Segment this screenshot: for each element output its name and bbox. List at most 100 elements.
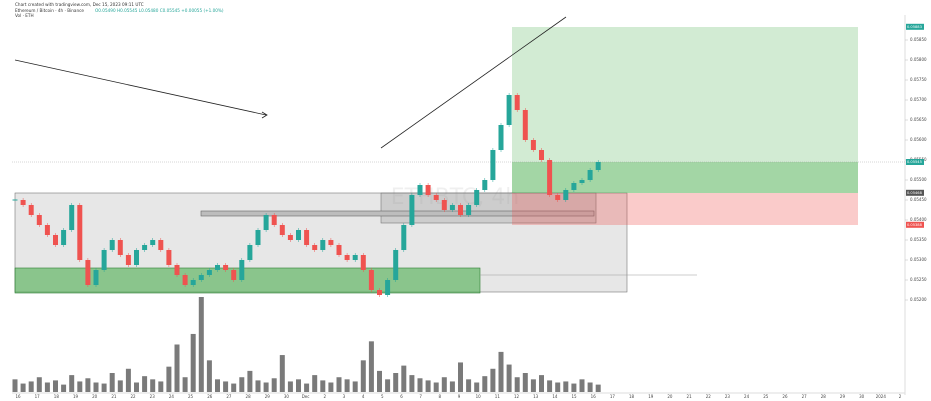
candle	[401, 225, 407, 250]
candle	[441, 200, 447, 210]
x-tick-label: 28	[246, 394, 252, 399]
stop-zone	[512, 193, 858, 225]
x-tick-label: 22	[130, 394, 136, 399]
volume-bar	[61, 384, 67, 392]
volume-bar	[223, 381, 229, 392]
volume-bar	[320, 380, 326, 392]
target-zone	[512, 27, 858, 193]
profit-fill	[512, 162, 858, 193]
y-tick-label: 0.05650	[910, 117, 927, 122]
candle	[44, 225, 50, 235]
candle	[320, 240, 326, 250]
volume-bar	[498, 351, 504, 392]
volume-bar	[385, 379, 391, 392]
header-volume: Vol · ETH	[15, 13, 34, 18]
header-created: Chart created with tradingview.com, Dec …	[15, 2, 144, 7]
y-tick-label: 0.05750	[910, 77, 927, 82]
candle	[344, 255, 350, 260]
x-tick-label: 21	[111, 394, 117, 399]
volume-bar	[20, 383, 26, 392]
candle	[547, 160, 553, 195]
price-tag	[906, 23, 924, 30]
candle	[466, 205, 472, 215]
candle	[134, 250, 139, 265]
candle	[206, 270, 212, 275]
volume-bar	[77, 381, 83, 392]
x-tick-label: 25	[763, 394, 769, 399]
x-tick-label: 27	[802, 394, 808, 399]
x-tick-label: 25	[188, 394, 194, 399]
x-tick-label: 3	[343, 394, 346, 399]
volume-bar	[12, 379, 18, 392]
header-ohlc: O0.05490 H0.05545 L0.05480 C0.05545 +0.0…	[95, 8, 224, 13]
candle	[190, 280, 196, 285]
demand-zone	[14, 267, 481, 294]
candle	[360, 255, 366, 270]
x-tick-label: 2	[324, 394, 327, 399]
volume-bar	[449, 381, 455, 392]
price-tag	[906, 189, 924, 196]
y-tick-label: 0.05800	[910, 57, 927, 62]
volume-bar	[336, 377, 342, 392]
volume-bar	[182, 377, 188, 392]
x-tick-label: 16	[15, 394, 21, 399]
x-tick-label: 20	[667, 394, 673, 399]
x-tick-label: 19	[648, 394, 654, 399]
price-tag	[906, 221, 924, 228]
candle	[312, 245, 318, 250]
x-tick-label: 16	[591, 394, 597, 399]
volume-bar	[174, 344, 180, 392]
candle	[85, 260, 91, 285]
candle	[555, 195, 561, 200]
x-tick-label: Dec	[302, 394, 310, 399]
volume-bar	[555, 382, 561, 392]
volume-bar	[360, 360, 366, 392]
y-tick-label: 0.05400	[910, 217, 927, 222]
volume-bar	[393, 373, 399, 392]
volume-bar	[101, 383, 107, 392]
candle	[425, 185, 431, 195]
y-tick-label: 0.05250	[910, 277, 927, 282]
volume-bar	[482, 376, 488, 392]
volume-bar	[595, 384, 601, 392]
x-tick-label: 30	[284, 394, 290, 399]
volume-bar	[458, 362, 463, 392]
volume-bar	[514, 377, 520, 392]
candle	[458, 205, 463, 215]
volume-bar	[530, 379, 536, 392]
x-tick-label: 2	[899, 394, 902, 399]
candle	[77, 205, 83, 260]
volume-bar	[474, 382, 480, 392]
volume-bar	[239, 377, 245, 392]
x-tick-label: 29	[840, 394, 846, 399]
volume-bar	[417, 378, 423, 392]
x-tick-label: 26	[782, 394, 788, 399]
candle	[579, 180, 585, 183]
candle	[182, 275, 188, 285]
candle	[433, 195, 439, 200]
x-tick-label: 7	[419, 394, 422, 399]
price-tag-label: 0.05388	[907, 223, 923, 227]
candle	[287, 235, 293, 240]
y-tick-label: 0.05200	[910, 297, 927, 302]
level-box	[200, 210, 595, 217]
candle	[231, 270, 237, 280]
x-tick-label: 29	[265, 394, 271, 399]
y-tick-label: 0.05500	[910, 177, 927, 182]
candle	[215, 265, 220, 270]
x-tick-label: 24	[744, 394, 750, 399]
volume-bar	[433, 382, 439, 392]
candle	[514, 95, 520, 110]
candle	[247, 245, 253, 260]
x-tick-label: 15	[571, 394, 577, 399]
candle	[490, 150, 496, 180]
volume-bar	[571, 383, 577, 392]
candle	[563, 190, 569, 200]
candle	[385, 280, 391, 295]
candle	[377, 290, 382, 295]
volume-bar	[44, 382, 50, 392]
x-tick-label: 12	[514, 394, 520, 399]
volume-bar	[377, 370, 382, 392]
x-tick-label: 20	[92, 394, 98, 399]
volume-bar	[215, 379, 220, 392]
